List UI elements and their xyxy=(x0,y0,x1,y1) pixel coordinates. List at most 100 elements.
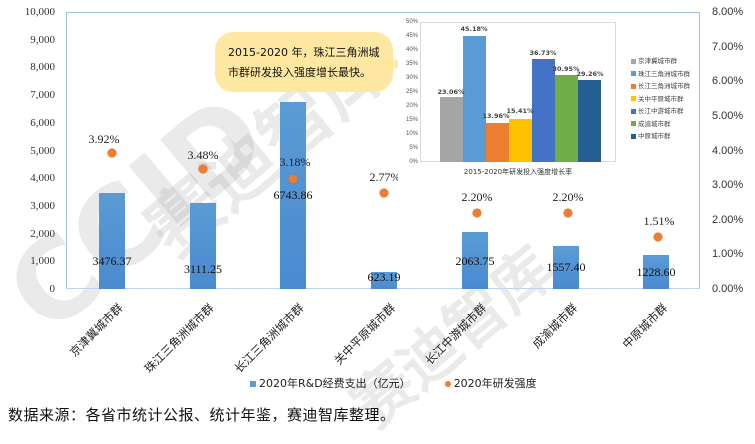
x-category-label: 长江三角洲城市群 xyxy=(231,300,307,376)
inset-bar-changjiang-zhongyou xyxy=(532,59,555,162)
inset-bar-zhusanjiao xyxy=(463,35,486,162)
bar-changsanjiao xyxy=(280,102,306,289)
inset-legend-item: 成渝城市群 xyxy=(631,118,690,131)
legend-label: 关中平原城市群 xyxy=(638,94,684,103)
bar-changjiang-zhongyou xyxy=(462,231,488,289)
inset-tick: 30% xyxy=(405,75,418,81)
legend-item-bar: 2020年R&D经费支出（亿元） xyxy=(250,375,411,391)
legend-label: 京津冀城市群 xyxy=(638,57,677,65)
right-tick: 0.00% xyxy=(712,283,744,295)
right-tick: 3.00% xyxy=(712,179,744,192)
dot-chengyu xyxy=(563,208,573,218)
right-tick: 5.00% xyxy=(712,109,744,122)
inset-tick: 45% xyxy=(405,33,418,39)
callout-bubble xyxy=(215,32,393,92)
source-note: 数据来源：各省市统计公报、统计年鉴，赛迪智库整理。 xyxy=(8,406,396,424)
callout-text: 2015-2020 年，珠江三角洲城 市群研发投入强度增长最快。 xyxy=(228,43,393,83)
left-tick: 10,000 xyxy=(24,6,55,18)
inset-bar-label: 30.95% xyxy=(552,65,580,73)
dot-changjiang-zhongyou xyxy=(472,208,482,218)
x-category-label: 京津冀城市群 xyxy=(66,300,126,360)
left-tick: 8,000 xyxy=(30,61,55,74)
inset-tick: 20% xyxy=(405,103,418,109)
pct-label: 2.77% xyxy=(369,170,401,184)
dot-jingjinji xyxy=(107,148,117,158)
bar-jingjinji xyxy=(99,192,125,289)
inset-legend-item: 京津冀城市群 xyxy=(631,55,690,68)
left-tick: 9,000 xyxy=(30,33,55,46)
left-tick: 7,000 xyxy=(30,89,55,102)
bar-value-label: 1228.60 xyxy=(636,265,676,279)
x-category-label: 关中平原城市群 xyxy=(330,300,398,368)
dot-zhongyuan xyxy=(653,232,663,242)
inset-legend-item: 长江三角洲城市群 xyxy=(631,80,690,93)
legend-label: 成渝城市群 xyxy=(638,119,671,128)
legend-square-icon xyxy=(631,121,636,126)
bar-zhongyuan xyxy=(643,255,669,289)
inset-legend-item: 中原城市群 xyxy=(631,130,690,143)
left-tick: 2,000 xyxy=(30,227,55,240)
left-tick: 3,000 xyxy=(30,199,55,212)
left-tick: 4,000 xyxy=(30,172,55,185)
pct-label: 3.18% xyxy=(279,155,311,169)
x-category-label: 成渝城市群 xyxy=(529,300,580,352)
inset-tick: 5% xyxy=(409,145,418,151)
legend-label: 珠江三角洲城市群 xyxy=(638,69,690,78)
inset-bar-jingjinji xyxy=(440,97,463,162)
legend-square-icon xyxy=(250,381,256,387)
x-category-label: 中原城市群 xyxy=(619,300,670,352)
inset-legend-item: 长江中游城市群 xyxy=(631,105,690,118)
inset-tick: 10% xyxy=(405,131,418,137)
left-tick: 6,000 xyxy=(30,116,55,129)
pct-label: 2.20% xyxy=(552,190,584,204)
inset-bar-label: 23.06% xyxy=(437,88,465,96)
right-tick: 2.00% xyxy=(712,213,744,226)
bar-value-label: 3476.37 xyxy=(92,254,132,268)
inset-legend-item: 珠江三角洲城市群 xyxy=(631,68,690,81)
legend-label: 长江三角洲城市群 xyxy=(638,82,690,90)
pct-label: 2.20% xyxy=(461,190,493,204)
legend-label: 2020年R&D经费支出（亿元） xyxy=(259,377,411,390)
inset-tick: 25% xyxy=(405,89,418,95)
callout-line: 2015-2020 年，珠江三角洲城 xyxy=(228,46,380,59)
dot-zhusanjiao xyxy=(198,164,208,173)
legend-label: 2020年研发强度 xyxy=(453,377,537,390)
inset-tick: 50% xyxy=(405,19,418,25)
inset-bar-label: 29.26% xyxy=(576,70,604,78)
inset-bar-label: 15.41% xyxy=(506,107,534,115)
inset-bar-changsanjiao xyxy=(486,122,509,162)
bar-value-label: 1557.40 xyxy=(546,260,586,274)
left-tick: 5,000 xyxy=(30,144,55,157)
x-category-label: 珠江三角洲城市群 xyxy=(141,300,217,376)
callout-line: 市群研发投入强度增长最快。 xyxy=(228,66,371,79)
inset-bar-label: 36.73% xyxy=(529,49,557,57)
right-tick: 8.00% xyxy=(712,6,744,18)
legend-square-icon xyxy=(631,71,636,76)
legend-square-icon xyxy=(631,133,636,139)
bar-guanzhong xyxy=(371,271,397,289)
inset-tick: 0% xyxy=(409,159,418,165)
pct-label: 1.51% xyxy=(643,214,675,228)
legend-square-icon xyxy=(631,58,636,64)
legend-label: 长江中游城市群 xyxy=(638,107,684,115)
pct-label: 3.92% xyxy=(88,132,120,146)
legend-dot-icon xyxy=(444,381,451,387)
inset-bar-guanzhong xyxy=(509,118,532,162)
inset-tick: 35% xyxy=(405,61,418,67)
bar-zhusanjiao xyxy=(190,202,216,289)
inset-legend-item: 关中平原城市群 xyxy=(631,93,690,106)
bar-chengyu xyxy=(553,245,579,289)
inset-bar-zhongyuan xyxy=(578,80,601,162)
right-tick: 7.00% xyxy=(712,40,744,53)
legend-square-icon xyxy=(631,96,636,101)
inset-tick: 15% xyxy=(405,117,418,123)
legend-item-dot: 2020年研发强度 xyxy=(444,375,537,391)
bar-value-label: 623.19 xyxy=(367,270,401,284)
dot-guanzhong xyxy=(379,188,389,198)
inset-bar-chengyu xyxy=(555,75,578,162)
right-tick: 6.00% xyxy=(712,75,744,88)
bar-value-label: 2063.75 xyxy=(455,254,495,268)
left-tick: 0 xyxy=(49,283,56,295)
left-tick: 1,000 xyxy=(30,255,55,268)
inset-title: 2015-2020年研发投入强度增长率 xyxy=(463,168,573,176)
